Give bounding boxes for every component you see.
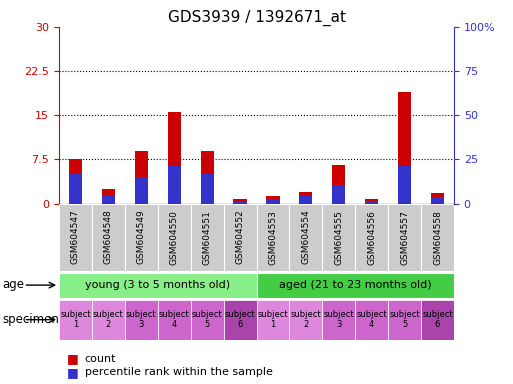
- Text: GSM604551: GSM604551: [203, 210, 212, 265]
- Bar: [299, 192, 312, 204]
- Bar: [256, 273, 454, 298]
- Bar: [332, 185, 345, 204]
- Bar: [224, 300, 256, 340]
- Bar: [388, 300, 421, 340]
- Text: subject
2: subject 2: [93, 310, 124, 329]
- Text: subject
6: subject 6: [225, 310, 255, 329]
- Bar: [233, 199, 247, 204]
- Bar: [102, 189, 115, 204]
- Bar: [125, 300, 158, 340]
- Text: GSM604552: GSM604552: [235, 210, 245, 265]
- Bar: [332, 165, 345, 204]
- Text: GSM604548: GSM604548: [104, 210, 113, 265]
- Bar: [289, 300, 322, 340]
- Bar: [69, 174, 82, 204]
- Bar: [224, 204, 256, 271]
- Bar: [322, 204, 355, 271]
- Text: count: count: [85, 354, 116, 364]
- Bar: [289, 204, 322, 271]
- Text: GSM604547: GSM604547: [71, 210, 80, 265]
- Title: GDS3939 / 1392671_at: GDS3939 / 1392671_at: [168, 9, 345, 25]
- Text: GSM604553: GSM604553: [268, 210, 278, 265]
- Bar: [421, 204, 454, 271]
- Bar: [431, 193, 444, 204]
- Bar: [92, 300, 125, 340]
- Text: percentile rank within the sample: percentile rank within the sample: [85, 367, 272, 377]
- Bar: [421, 300, 454, 340]
- Bar: [135, 151, 148, 204]
- Text: subject
6: subject 6: [422, 310, 453, 329]
- Bar: [398, 92, 411, 204]
- Text: subject
3: subject 3: [324, 310, 354, 329]
- Bar: [266, 199, 280, 204]
- Bar: [135, 177, 148, 204]
- Bar: [431, 197, 444, 204]
- Text: subject
5: subject 5: [192, 310, 223, 329]
- Bar: [355, 204, 388, 271]
- Text: subject
4: subject 4: [357, 310, 387, 329]
- Bar: [59, 273, 256, 298]
- Bar: [365, 199, 378, 204]
- Bar: [355, 300, 388, 340]
- Text: young (3 to 5 months old): young (3 to 5 months old): [85, 280, 230, 290]
- Bar: [256, 204, 289, 271]
- Text: subject
4: subject 4: [159, 310, 189, 329]
- Text: age: age: [3, 278, 25, 291]
- Bar: [102, 195, 115, 204]
- Bar: [365, 201, 378, 204]
- Bar: [266, 197, 280, 204]
- Bar: [92, 204, 125, 271]
- Bar: [388, 204, 421, 271]
- Bar: [69, 159, 82, 204]
- Text: subject
1: subject 1: [258, 310, 288, 329]
- Bar: [191, 204, 224, 271]
- Bar: [201, 174, 214, 204]
- Text: ■: ■: [67, 353, 78, 366]
- Text: GSM604549: GSM604549: [137, 210, 146, 265]
- Text: GSM604557: GSM604557: [400, 210, 409, 265]
- Text: GSM604555: GSM604555: [334, 210, 343, 265]
- Text: GSM604554: GSM604554: [301, 210, 310, 265]
- Text: GSM604558: GSM604558: [433, 210, 442, 265]
- Bar: [191, 300, 224, 340]
- Text: subject
5: subject 5: [389, 310, 420, 329]
- Bar: [322, 300, 355, 340]
- Bar: [398, 166, 411, 204]
- Text: aged (21 to 23 months old): aged (21 to 23 months old): [279, 280, 431, 290]
- Text: subject
1: subject 1: [60, 310, 91, 329]
- Bar: [59, 204, 92, 271]
- Text: subject
3: subject 3: [126, 310, 156, 329]
- Text: GSM604556: GSM604556: [367, 210, 376, 265]
- Text: GSM604550: GSM604550: [170, 210, 179, 265]
- Bar: [168, 112, 181, 204]
- Bar: [168, 166, 181, 204]
- Bar: [299, 195, 312, 204]
- Bar: [201, 151, 214, 204]
- Bar: [233, 201, 247, 204]
- Bar: [125, 204, 158, 271]
- Text: specimen: specimen: [3, 313, 60, 326]
- Bar: [158, 300, 191, 340]
- Bar: [256, 300, 289, 340]
- Bar: [59, 300, 92, 340]
- Text: ■: ■: [67, 366, 78, 379]
- Bar: [158, 204, 191, 271]
- Text: subject
2: subject 2: [290, 310, 321, 329]
